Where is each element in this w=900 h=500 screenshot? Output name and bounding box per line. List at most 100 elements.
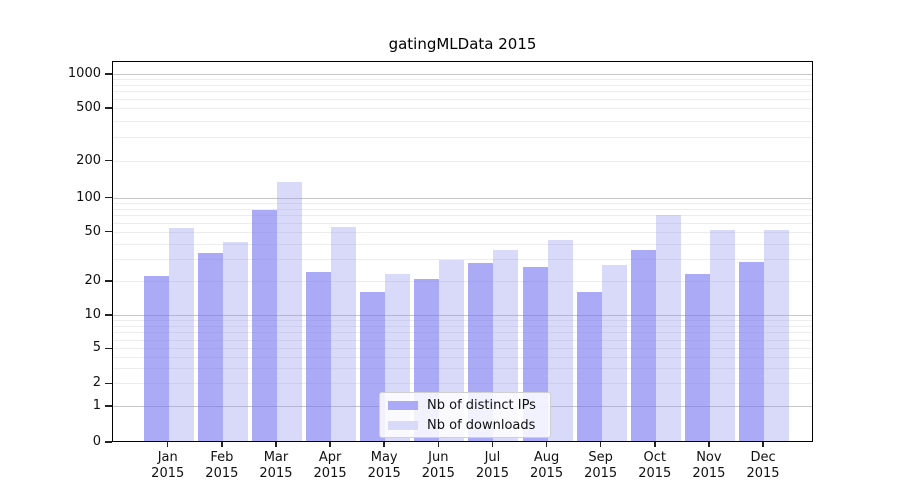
gridline-minor bbox=[113, 208, 812, 210]
y-tick-label-200: 200 bbox=[76, 152, 101, 168]
gridline-minor bbox=[113, 120, 812, 122]
gridline-minor bbox=[113, 383, 812, 385]
x-tick-mark bbox=[437, 442, 440, 447]
y-tick-label-500: 500 bbox=[76, 100, 101, 115]
x-tick-mark bbox=[166, 442, 169, 447]
x-tick-label-nov: Nov 2015 bbox=[692, 450, 726, 481]
gridline-major bbox=[113, 315, 812, 316]
gridline-minor bbox=[113, 259, 812, 261]
x-tick-label-sep: Sep 2015 bbox=[584, 450, 618, 481]
bar-distinct-ips-jan bbox=[143, 276, 169, 441]
bar-downloads-nov bbox=[709, 230, 735, 441]
legend-swatch-distinct-ips bbox=[388, 400, 418, 410]
y-tick-label-0: 0 bbox=[92, 434, 101, 449]
bar-downloads-feb bbox=[222, 241, 248, 441]
x-tick-label-jun: Jun 2015 bbox=[421, 450, 455, 481]
bar-distinct-ips-dec bbox=[739, 261, 765, 441]
bar-distinct-ips-sep bbox=[576, 292, 602, 441]
gridline-minor bbox=[113, 356, 812, 358]
x-tick-label-jan: Jan 2015 bbox=[151, 450, 185, 481]
x-tick-label-oct: Oct 2015 bbox=[638, 450, 672, 481]
y-tick-mark bbox=[105, 196, 112, 199]
y-tick-mark bbox=[105, 107, 112, 109]
y-tick-label-50: 50 bbox=[84, 223, 101, 239]
bar-downloads-apr bbox=[331, 226, 357, 441]
y-tick-label-100: 100 bbox=[76, 189, 101, 205]
legend: Nb of distinct IPs Nb of downloads bbox=[379, 392, 551, 438]
y-tick-mark bbox=[105, 405, 112, 407]
y-tick-label-1000: 1000 bbox=[67, 65, 101, 81]
y-tick-mark bbox=[105, 314, 112, 316]
gridline-minor bbox=[113, 79, 812, 81]
legend-row-distinct-ips: Nb of distinct IPs bbox=[388, 397, 542, 414]
y-tick-label-2: 2 bbox=[92, 375, 101, 391]
chart-title: gatingMLData 2015 bbox=[388, 35, 537, 53]
x-tick-label-apr: Apr 2015 bbox=[313, 450, 347, 481]
y-tick-mark bbox=[105, 441, 112, 443]
x-tick-mark bbox=[654, 442, 656, 447]
gridline-minor bbox=[113, 367, 812, 369]
y-tick-mark bbox=[105, 73, 112, 75]
bar-downloads-jan bbox=[168, 227, 194, 441]
bar-distinct-ips-nov bbox=[684, 273, 710, 441]
legend-label-downloads: Nb of downloads bbox=[427, 417, 536, 433]
x-tick-label-mar: Mar 2015 bbox=[259, 450, 293, 481]
x-tick-mark bbox=[491, 442, 494, 447]
bar-downloads-aug bbox=[547, 240, 573, 441]
gridline-minor bbox=[113, 243, 812, 245]
x-tick-mark bbox=[599, 442, 602, 447]
y-tick-mark bbox=[105, 382, 112, 385]
plot-area: Nb of distinct IPs Nb of downloads bbox=[112, 61, 813, 442]
x-tick-mark bbox=[383, 442, 385, 447]
gridline-minor bbox=[113, 215, 812, 217]
y-tick-label-1: 1 bbox=[92, 397, 101, 413]
gridline-minor bbox=[113, 84, 812, 86]
x-tick-mark bbox=[221, 442, 223, 447]
bar-distinct-ips-feb bbox=[197, 252, 223, 441]
y-tick-mark bbox=[105, 159, 112, 162]
gridline-minor bbox=[113, 160, 812, 162]
gridline-minor bbox=[113, 108, 812, 109]
bar-distinct-ips-apr bbox=[306, 271, 332, 441]
x-tick-mark bbox=[545, 442, 548, 447]
bar-downloads-dec bbox=[764, 230, 790, 441]
y-tick-mark bbox=[105, 280, 112, 282]
gridline-minor bbox=[113, 91, 812, 93]
gridline-minor bbox=[113, 320, 812, 322]
gridline-minor bbox=[113, 280, 812, 282]
gridline-major bbox=[113, 197, 812, 199]
legend-swatch-downloads bbox=[388, 420, 418, 430]
gridline-minor bbox=[113, 222, 812, 224]
bar-distinct-ips-oct bbox=[630, 249, 656, 441]
y-tick-label-10: 10 bbox=[84, 307, 101, 322]
y-tick-label-20: 20 bbox=[84, 272, 101, 288]
gridline-minor bbox=[113, 202, 812, 204]
x-tick-label-aug: Aug 2015 bbox=[530, 450, 564, 481]
bar-downloads-sep bbox=[601, 265, 627, 441]
x-tick-label-may: May 2015 bbox=[367, 450, 401, 481]
gridline-minor bbox=[113, 99, 812, 101]
x-tick-mark bbox=[762, 442, 764, 447]
bar-downloads-mar bbox=[276, 182, 302, 441]
legend-row-downloads: Nb of downloads bbox=[388, 417, 542, 434]
x-tick-mark bbox=[708, 442, 710, 447]
x-tick-mark bbox=[329, 442, 331, 447]
x-tick-label-dec: Dec 2015 bbox=[746, 450, 780, 481]
gridline-minor bbox=[113, 332, 812, 334]
x-tick-label-jul: Jul 2015 bbox=[475, 450, 509, 481]
gridline-major bbox=[113, 73, 812, 75]
y-tick-mark bbox=[105, 230, 112, 233]
gridline-minor bbox=[113, 348, 812, 350]
bar-downloads-oct bbox=[655, 215, 681, 441]
gridline-minor bbox=[113, 137, 812, 139]
bar-distinct-ips-mar bbox=[251, 210, 277, 441]
legend-label-distinct-ips: Nb of distinct IPs bbox=[427, 397, 536, 413]
x-tick-mark bbox=[275, 442, 277, 447]
gridline-minor bbox=[113, 325, 812, 327]
x-tick-label-feb: Feb 2015 bbox=[205, 450, 239, 481]
gridline-minor bbox=[113, 231, 812, 233]
gridline-minor bbox=[113, 339, 812, 341]
y-tick-mark bbox=[105, 347, 112, 350]
y-tick-label-5: 5 bbox=[92, 340, 101, 356]
